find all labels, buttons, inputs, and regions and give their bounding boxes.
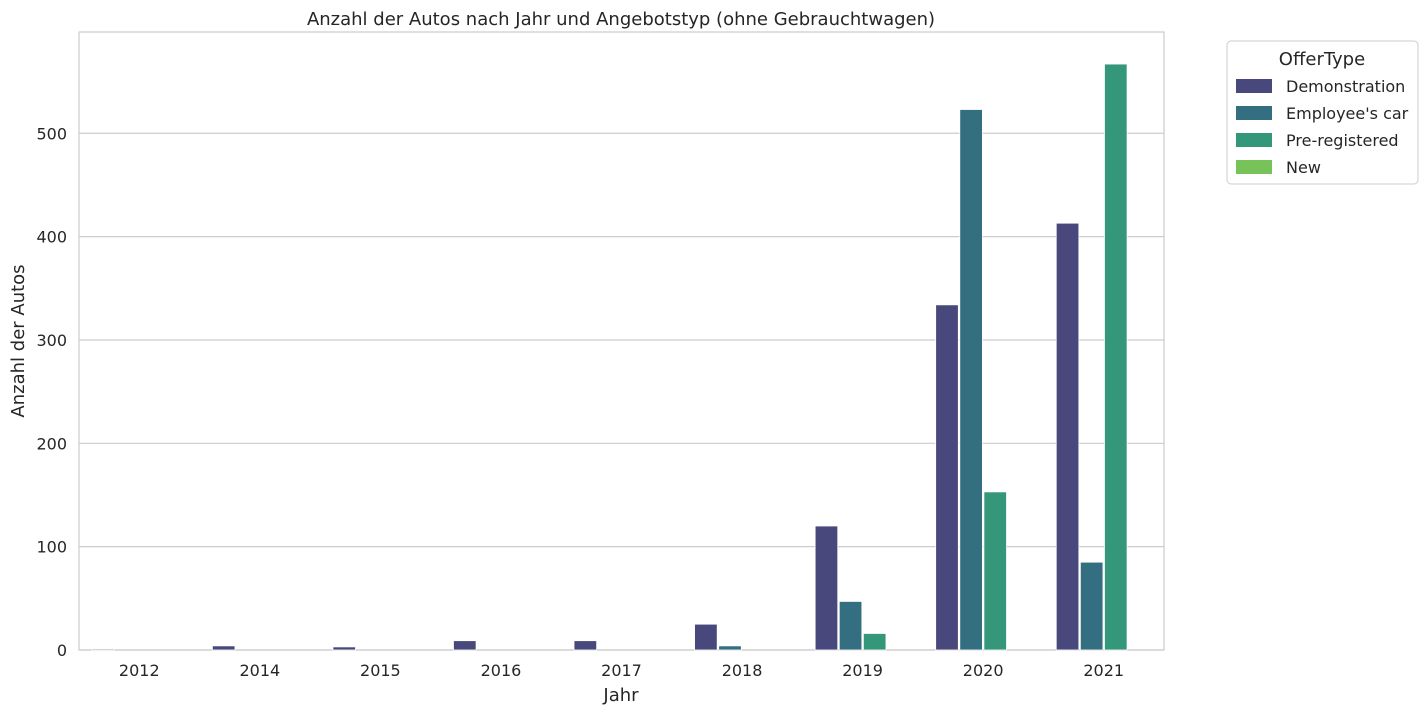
bar-demonstration-2021 (1055, 222, 1080, 651)
y-tick-label: 400 (36, 228, 67, 247)
bar-demonstration-2018 (694, 623, 718, 651)
x-axis-label: Jahr (602, 685, 639, 706)
y-axis-label: Anzahl der Autos (8, 264, 29, 417)
plot-frame (78, 31, 1165, 651)
bar-demonstration-2017 (573, 640, 598, 651)
bar-demonstration-2014 (211, 645, 236, 651)
x-tick-label: 2017 (601, 661, 642, 680)
legend-swatch (1236, 106, 1272, 120)
bar-pre-registered-2019 (862, 633, 887, 651)
y-tick-label: 200 (36, 434, 67, 453)
legend-label: Demonstration (1286, 77, 1405, 96)
chart-title: Anzahl der Autos nach Jahr und Angebotst… (307, 9, 935, 30)
x-tick-label: 2015 (360, 661, 401, 680)
bar-employee-s-car-2018 (718, 645, 742, 651)
y-tick-label: 100 (36, 538, 67, 557)
bar-demonstration-2019 (814, 525, 839, 651)
bar-pre-registered-2021 (1104, 63, 1128, 651)
x-tick-label: 2019 (842, 661, 883, 680)
legend-label: Employee's car (1286, 104, 1409, 123)
bar-pre-registered-2020 (983, 491, 1007, 651)
legend-box (1226, 40, 1419, 185)
legend-swatch (1236, 160, 1272, 174)
legend-title: OfferType (1279, 49, 1365, 70)
y-tick-label: 500 (36, 124, 67, 143)
bar-demonstration-2015 (332, 646, 356, 651)
x-tick-label: 2016 (481, 661, 522, 680)
bar-demonstration-2016 (453, 640, 477, 651)
y-tick-label: 0 (57, 641, 67, 660)
x-tick-label: 2018 (722, 661, 763, 680)
legend: OfferType Demonstration Employee's car Pre… (1226, 40, 1419, 185)
y-tick-label: 300 (36, 331, 67, 350)
bar-demonstration-2012 (91, 648, 115, 651)
x-tick-label: 2021 (1083, 661, 1124, 680)
x-tick-label: 2014 (239, 661, 280, 680)
x-tick-label: 2020 (963, 661, 1004, 680)
legend-label: New (1286, 158, 1321, 177)
x-tick-label: 2012 (119, 661, 160, 680)
legend-label: Pre-registered (1286, 131, 1399, 150)
legend-swatch (1236, 79, 1272, 93)
legend-swatch (1236, 133, 1272, 147)
bar-employee-s-car-2019 (838, 601, 863, 651)
bar-employee-s-car-2020 (959, 109, 983, 651)
bar-employee-s-car-2021 (1079, 561, 1104, 651)
bar-demonstration-2020 (935, 304, 959, 651)
